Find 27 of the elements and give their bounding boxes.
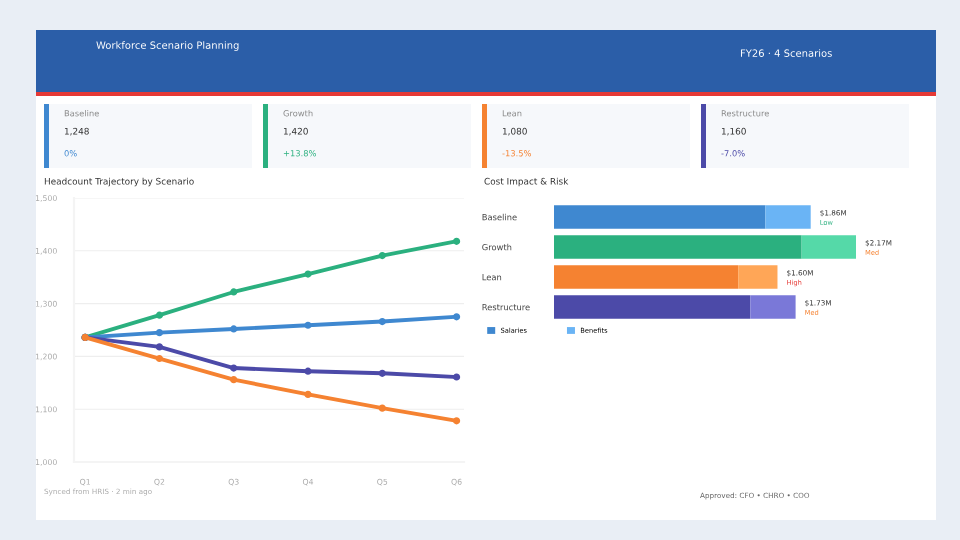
- bar: [554, 235, 802, 259]
- point: [304, 367, 312, 375]
- point: [452, 237, 461, 245]
- point: [378, 251, 386, 260]
- point: [304, 270, 312, 278]
- point: [230, 325, 238, 333]
- point: [230, 364, 238, 372]
- point: [155, 343, 164, 351]
- point: [452, 373, 461, 381]
- point: [378, 369, 386, 377]
- bar: [554, 295, 751, 319]
- bar: [554, 205, 766, 229]
- bar: [738, 265, 778, 289]
- bar: [750, 295, 796, 319]
- point: [452, 417, 461, 425]
- point: [230, 376, 238, 384]
- bar: [801, 235, 856, 259]
- point: [155, 354, 164, 363]
- point: [230, 288, 238, 296]
- point: [452, 313, 461, 321]
- point: [304, 321, 312, 329]
- point: [304, 390, 312, 399]
- point: [378, 404, 386, 412]
- bar: [765, 205, 811, 229]
- point: [155, 329, 164, 337]
- bar: [554, 265, 739, 289]
- point: [155, 311, 164, 319]
